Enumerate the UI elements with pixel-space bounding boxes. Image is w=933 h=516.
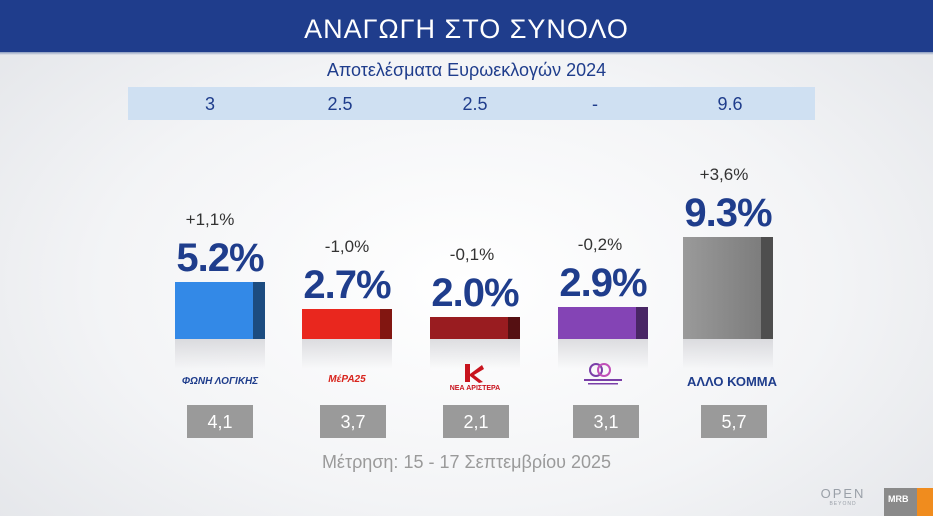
pollster-accent [917, 488, 933, 516]
bar-face-2 [430, 317, 510, 339]
bar-shadow-2 [430, 339, 520, 369]
bar-shadow-4 [683, 339, 773, 369]
party-logo-0: ΦΩΝΗ ΛΟΓΙΚΗΣ [181, 376, 259, 387]
bar-side-3 [636, 307, 648, 339]
pollster-badge: MRB [884, 488, 933, 516]
euro-results-row: 3 2.5 2.5 - 9.6 [128, 87, 815, 120]
euro-result-4: 9.6 [717, 94, 743, 114]
nea-aristera-mark-icon [462, 362, 486, 384]
value-label-2: 2.0% [431, 271, 519, 315]
bar-3 [558, 307, 648, 339]
euro-results-title: Αποτελέσματα Ευρωεκλογών 2024 [326, 60, 607, 80]
party-logo-3-icon [580, 362, 626, 386]
page-title: ΑΝΑΓΩΓΗ ΣΤΟ ΣΥΝΟΛΟ [304, 14, 629, 44]
euro-result-0: 3 [204, 94, 215, 114]
bar-face-4 [683, 237, 763, 339]
value-label-3: 2.9% [559, 261, 647, 305]
previous-value-0: 4,1 [187, 405, 253, 438]
value-label-4: 9.3% [684, 191, 772, 235]
party-logo-text-2: ΝΕΑ ΑΡΙΣΤΕΡΑ [449, 385, 501, 392]
channel-tagline: BEYOND [829, 501, 857, 507]
party-logo-1: ΜέΡΑ25 [328, 374, 366, 385]
bar-0 [175, 282, 265, 339]
bar-face-0 [175, 282, 255, 339]
previous-value-1: 3,7 [320, 405, 386, 438]
bar-side-2 [508, 317, 520, 339]
bar-face-1 [302, 309, 382, 339]
bar-shadow-0 [175, 339, 265, 369]
change-label-2: -0,1% [449, 245, 495, 264]
value-label-1: 2.7% [303, 263, 391, 307]
euro-result-1: 2.5 [327, 94, 353, 114]
bar-shadow-1 [302, 339, 392, 369]
channel-name: OPEN [820, 486, 866, 501]
euro-result-2: 2.5 [462, 94, 488, 114]
bar-face-3 [558, 307, 638, 339]
previous-value-4: 5,7 [701, 405, 767, 438]
previous-value-3: 3,1 [573, 405, 639, 438]
change-label-3: -0,2% [577, 235, 623, 254]
euro-result-3: - [592, 94, 598, 114]
bar-2 [430, 317, 520, 339]
change-label-1: -1,0% [324, 237, 370, 256]
bar-4 [683, 237, 773, 339]
pollster-name: MRB [888, 494, 909, 504]
header-bar: ΑΝΑΓΩΓΗ ΣΤΟ ΣΥΝΟΛΟ [0, 0, 933, 52]
bar-side-4 [761, 237, 773, 339]
change-label-0: +1,1% [185, 210, 235, 229]
previous-value-2: 2,1 [443, 405, 509, 438]
survey-date: Μέτρηση: 15 - 17 Σεπτεμβρίου 2025 [321, 452, 612, 472]
party-logo-4: ΑΛΛΟ ΚΟΜΜΑ [686, 374, 778, 389]
header-shadow [0, 52, 933, 55]
bar-side-1 [380, 309, 392, 339]
channel-logo: OPEN BEYOND [810, 486, 876, 507]
change-label-4: +3,6% [699, 165, 749, 184]
bar-side-0 [253, 282, 265, 339]
value-label-0: 5.2% [176, 236, 264, 280]
bar-1 [302, 309, 392, 339]
